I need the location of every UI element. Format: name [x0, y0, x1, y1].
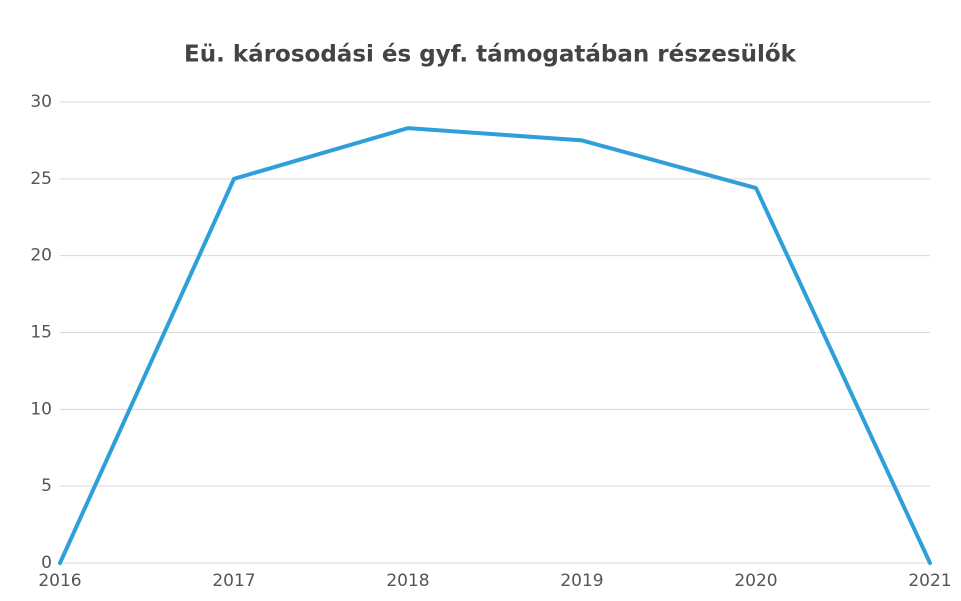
y-tick-label: 30 [30, 92, 52, 112]
x-tick-label: 2020 [734, 571, 777, 591]
y-tick-label: 20 [30, 246, 52, 266]
x-tick-label: 2021 [908, 571, 951, 591]
data-line [58, 126, 932, 565]
x-tick-label: 2016 [38, 571, 81, 591]
chart-title: Eü. károsodási és gyf. támogatában része… [184, 42, 797, 68]
y-tick-label: 5 [41, 476, 52, 496]
x-tick-label: 2019 [560, 571, 603, 591]
x-tick-label: 2018 [386, 571, 429, 591]
y-tick-label: 15 [30, 323, 52, 343]
y-tick-label: 10 [30, 399, 52, 419]
x-tick-label: 2017 [212, 571, 255, 591]
y-tick-label: 25 [30, 169, 52, 189]
y-tick-label: 0 [41, 553, 52, 573]
